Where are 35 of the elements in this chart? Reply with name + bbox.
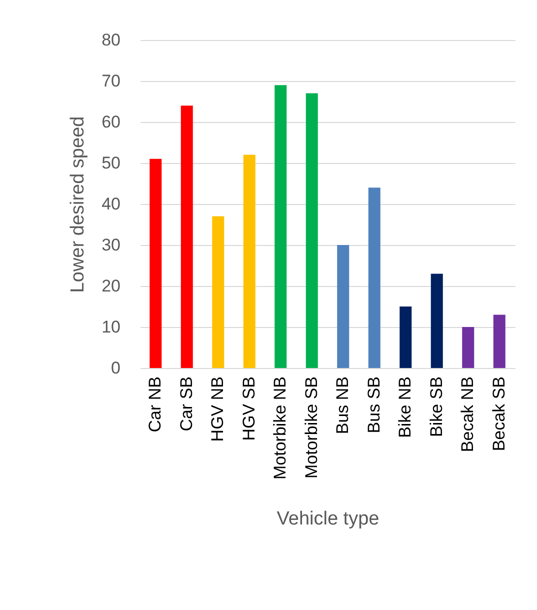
bar xyxy=(462,327,474,368)
x-tick-label: Car SB xyxy=(176,376,196,432)
x-tick-label: Motorbike NB xyxy=(270,376,290,480)
x-tick-label: Becak SB xyxy=(489,376,508,452)
bar xyxy=(337,245,350,368)
y-axis-title: Lower desired speed xyxy=(68,116,89,293)
bar xyxy=(430,274,443,368)
x-tick-label: Motorbike SB xyxy=(302,376,321,479)
x-tick-label: Bus NB xyxy=(333,376,352,434)
x-tick-label: Becak NB xyxy=(458,376,478,452)
y-tick-label: 70 xyxy=(102,72,120,90)
x-tick-label: Bike SB xyxy=(426,376,446,437)
y-tick-label: 50 xyxy=(102,154,120,172)
bar xyxy=(212,216,224,368)
y-tick-label: 20 xyxy=(102,276,120,296)
x-tick-label: HGV SB xyxy=(239,376,258,441)
x-tick-label: Bike NB xyxy=(396,376,415,438)
y-tick-label: 10 xyxy=(102,318,120,336)
y-tick-label: 40 xyxy=(102,194,120,214)
bar xyxy=(150,158,162,368)
y-tick-label: 0 xyxy=(111,358,120,378)
x-tick-label: Bus SB xyxy=(364,376,384,434)
y-tick-label: 30 xyxy=(102,236,120,254)
bar xyxy=(274,85,287,368)
x-axis-title: Vehicle type xyxy=(276,508,380,530)
bar xyxy=(368,188,380,368)
bar xyxy=(243,154,256,368)
y-tick-label: 80 xyxy=(102,30,120,50)
x-tick-label: Car NB xyxy=(146,376,165,432)
bar xyxy=(400,306,412,368)
y-tick-label: 60 xyxy=(102,112,120,132)
bar xyxy=(306,93,318,368)
bar xyxy=(180,106,193,368)
x-tick-label: HGV NB xyxy=(208,376,228,442)
bar xyxy=(493,314,506,368)
